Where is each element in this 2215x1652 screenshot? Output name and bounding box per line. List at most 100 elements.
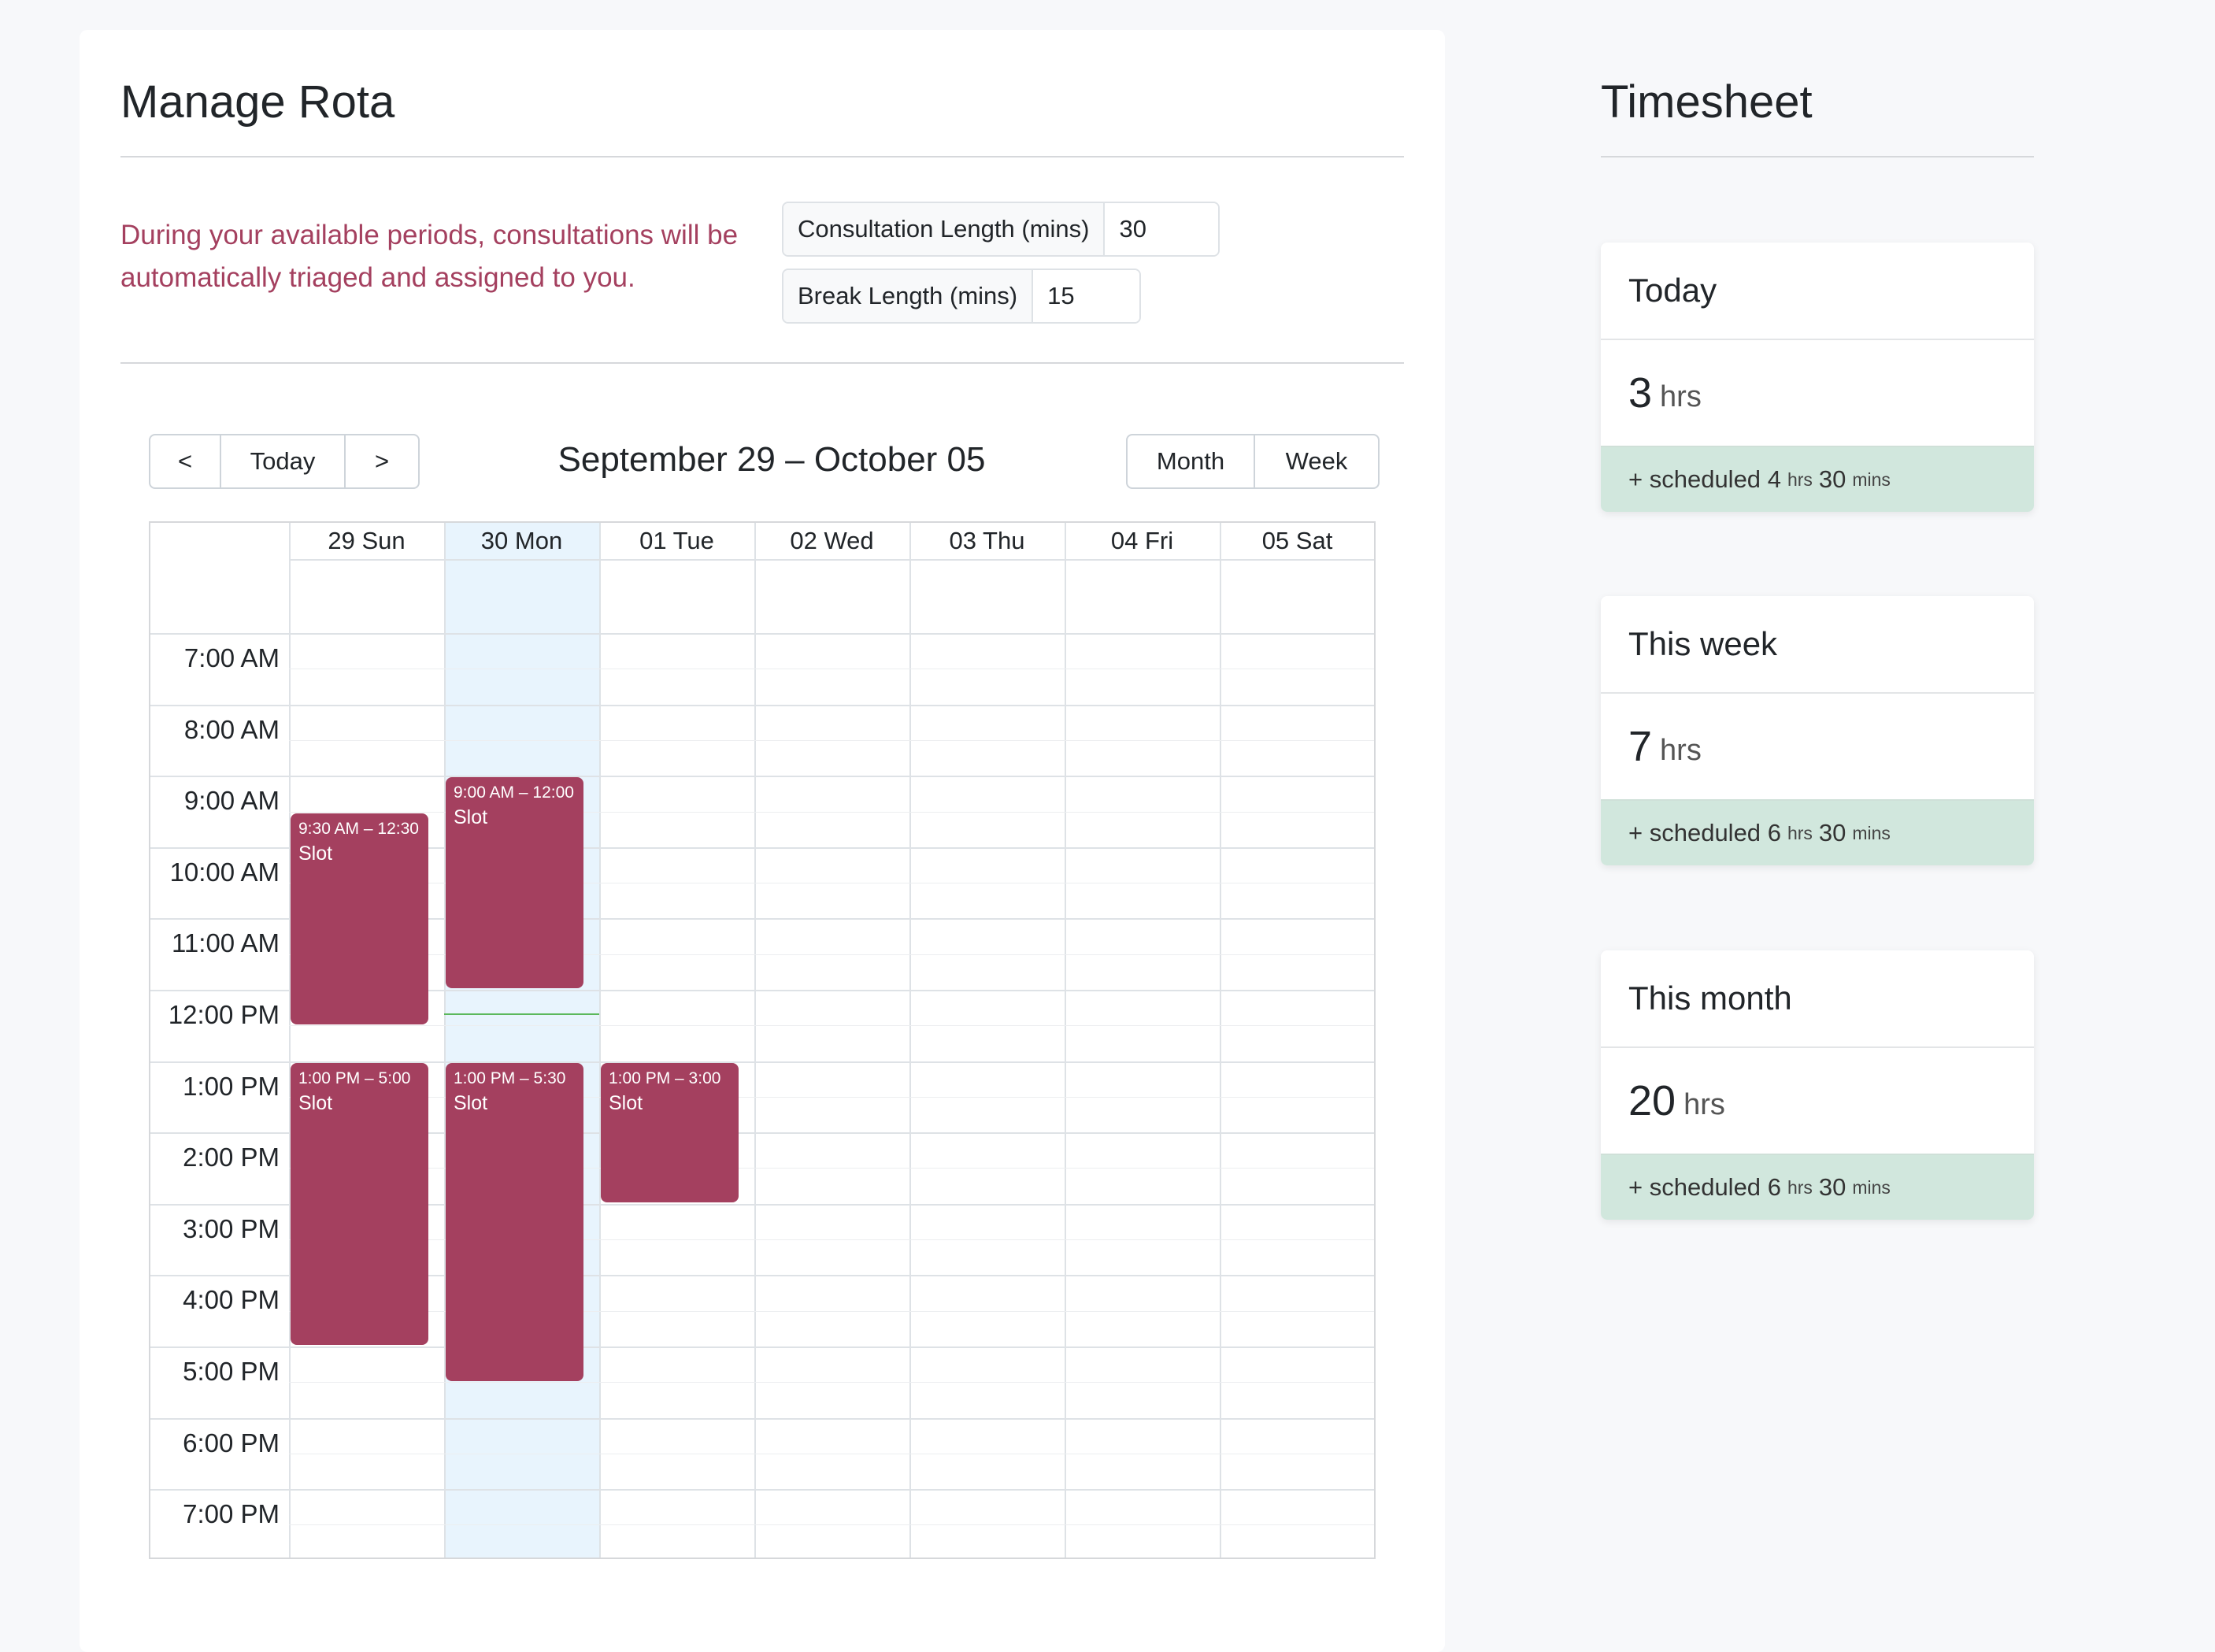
view-switcher: Month Week xyxy=(1126,434,1380,489)
intro-text: During your available periods, consultat… xyxy=(120,220,739,293)
week-view-button[interactable]: Week xyxy=(1285,447,1348,475)
scheduled-hours: 6 xyxy=(1767,1173,1781,1201)
hour-line xyxy=(150,776,1374,777)
day-header[interactable]: 01 Tue xyxy=(639,527,714,554)
day-header[interactable]: 03 Thu xyxy=(949,527,1025,554)
scheduled-mins: 30 xyxy=(1818,465,1846,493)
day-header[interactable]: 30 Mon xyxy=(480,527,563,554)
break-length-label: Break Length (mins) xyxy=(783,270,1034,322)
half-hour-line xyxy=(289,740,1374,741)
slot-event[interactable]: 1:00 PM – 5:30 Slot xyxy=(446,1063,583,1381)
scheduled-prefix: + scheduled xyxy=(1628,819,1761,846)
hour-line xyxy=(150,1204,1374,1206)
day-header[interactable]: 05 Sat xyxy=(1261,527,1333,554)
half-hour-line xyxy=(289,1025,1374,1026)
slot-event[interactable]: 1:00 PM – 3:00 Slot xyxy=(601,1063,739,1202)
hour-line xyxy=(150,990,1374,991)
hour-line xyxy=(150,1061,1374,1063)
timesheet-card-total: 20 hrs xyxy=(1601,1048,2034,1155)
time-label: 2:00 PM xyxy=(183,1143,280,1172)
slot-event-time: 9:30 AM – 12:30 xyxy=(298,820,419,838)
slot-event-title: Slot xyxy=(454,1092,488,1114)
hours-value: 20 xyxy=(1628,1077,1676,1124)
scheduled-hours-unit: hrs xyxy=(1787,822,1813,843)
calendar-range-title: September 29 – October 05 xyxy=(557,440,986,479)
scheduled-summary: + scheduled 4 hrs 30 mins xyxy=(1601,447,2034,512)
next-week-button[interactable]: > xyxy=(374,447,390,475)
current-time-indicator xyxy=(444,1013,599,1015)
time-label: 8:00 AM xyxy=(183,715,280,744)
timesheet-card-total: 3 hrs xyxy=(1601,340,2034,447)
day-column-divider xyxy=(599,523,601,1558)
slot-event-time: 1:00 PM – 5:00 xyxy=(298,1069,411,1087)
scheduled-hours-unit: hrs xyxy=(1787,1176,1813,1198)
hour-line xyxy=(150,1132,1374,1134)
month-view-button[interactable]: Month xyxy=(1128,435,1255,487)
time-label: 6:00 PM xyxy=(183,1428,280,1458)
time-label: 10:00 AM xyxy=(169,857,280,887)
hours-unit: hrs xyxy=(1660,380,1702,413)
half-hour-line xyxy=(289,1168,1374,1169)
scheduled-mins-unit: mins xyxy=(1852,822,1891,843)
timesheet-card-label: This month xyxy=(1601,950,2034,1048)
day-header[interactable]: 02 Wed xyxy=(790,527,874,554)
break-length-input[interactable] xyxy=(1033,270,1139,322)
half-hour-line xyxy=(289,1311,1374,1312)
timesheet-card-label: Today xyxy=(1601,243,2034,340)
consultation-length-group: Consultation Length (mins) xyxy=(782,202,1220,257)
slot-event-time: 1:00 PM – 5:30 xyxy=(454,1069,566,1087)
hour-line xyxy=(150,847,1374,849)
hour-line xyxy=(150,1418,1374,1420)
time-label: 4:00 PM xyxy=(183,1285,280,1314)
time-label: 5:00 PM xyxy=(183,1357,280,1386)
slot-event-title: Slot xyxy=(298,843,333,865)
scheduled-hours: 4 xyxy=(1767,465,1781,493)
slot-event-time: 9:00 AM – 12:00 xyxy=(454,783,574,802)
slot-event-title: Slot xyxy=(609,1092,643,1114)
timesheet-card: Today 3 hrs + scheduled 4 hrs 30 mins xyxy=(1601,243,2034,512)
week-grid: 29 Sun 30 Mon 01 Tue 02 Wed 03 Thu 04 Fri 05 S… xyxy=(149,521,1376,1559)
slot-event-title: Slot xyxy=(454,806,488,828)
day-header[interactable]: 04 Fri xyxy=(1110,527,1174,554)
timesheet-card-total: 7 hrs xyxy=(1601,694,2034,801)
scheduled-mins: 30 xyxy=(1818,819,1846,846)
slot-event[interactable]: 9:30 AM – 12:30 Slot xyxy=(291,813,428,1024)
timesheet-title: Timesheet xyxy=(1601,76,1813,128)
time-label: 3:00 PM xyxy=(183,1214,280,1243)
hours-unit: hrs xyxy=(1660,733,1702,767)
consultation-length-input[interactable] xyxy=(1105,203,1218,255)
day-column-divider xyxy=(1220,523,1221,1558)
page-title: Manage Rota xyxy=(120,76,395,128)
header-divider xyxy=(150,633,1374,635)
today-column-highlight xyxy=(444,523,599,1558)
slot-event[interactable]: 9:00 AM – 12:00 Slot xyxy=(446,777,583,988)
day-column-divider xyxy=(909,523,911,1558)
timesheet-card: This week 7 hrs + scheduled 6 hrs 30 mins xyxy=(1601,596,2034,865)
hours-value: 7 xyxy=(1628,723,1653,770)
half-hour-line xyxy=(289,1524,1374,1525)
half-hour-line xyxy=(289,812,1374,813)
day-column-divider xyxy=(1065,523,1066,1558)
header-divider xyxy=(289,559,1374,561)
hour-line xyxy=(150,705,1374,706)
slot-event[interactable]: 1:00 PM – 5:00 Slot xyxy=(291,1063,428,1345)
day-column-divider xyxy=(754,523,756,1558)
prev-week-button[interactable]: < xyxy=(150,435,221,487)
slot-event-time: 1:00 PM – 3:00 xyxy=(609,1069,721,1087)
break-length-group: Break Length (mins) xyxy=(782,269,1141,324)
hour-line xyxy=(150,1275,1374,1276)
scheduled-summary: + scheduled 6 hrs 30 mins xyxy=(1601,801,2034,865)
slot-event-title: Slot xyxy=(298,1092,333,1114)
day-column-divider xyxy=(289,523,291,1558)
scheduled-hours: 6 xyxy=(1767,819,1781,846)
half-hour-line xyxy=(289,954,1374,955)
day-header[interactable]: 29 Sun xyxy=(328,527,406,554)
time-label: 1:00 PM xyxy=(183,1072,280,1101)
hour-line xyxy=(150,1489,1374,1491)
hour-line xyxy=(150,918,1374,920)
time-label: 12:00 PM xyxy=(168,1000,280,1029)
calendar-nav: < Today > xyxy=(149,434,420,489)
today-button[interactable]: Today xyxy=(221,435,346,487)
half-hour-line xyxy=(289,1097,1374,1098)
time-label: 9:00 AM xyxy=(183,786,280,815)
